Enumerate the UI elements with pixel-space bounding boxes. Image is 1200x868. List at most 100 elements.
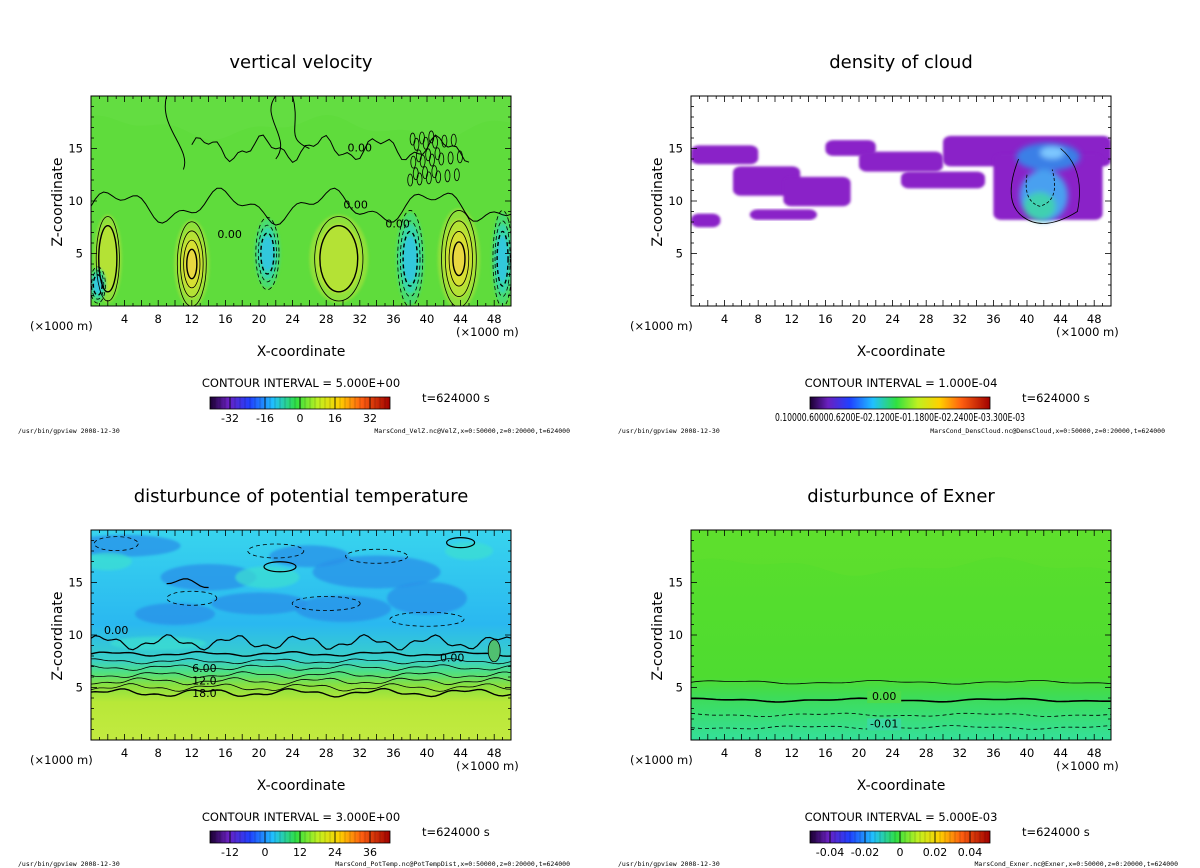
stable-layer-contour [91, 687, 511, 698]
contour-positive [314, 216, 364, 302]
colorbar-tick-label: 16 [328, 412, 342, 425]
contour-interval: CONTOUR INTERVAL = 3.000E+00 [202, 810, 400, 824]
contour-negative [494, 220, 511, 297]
small-contour-cell [431, 165, 438, 179]
cool-patch [312, 555, 441, 589]
small-contour-cell [409, 132, 416, 146]
contour-positive [98, 224, 118, 293]
x-tick-label: 36 [386, 312, 401, 326]
cool-patches [91, 534, 493, 651]
colorbar-ticks: -12 0 12 24 36 [214, 831, 386, 859]
downdraft-cell [403, 235, 418, 282]
panel-potential-temperature: disturbunce of potential temperature 0.0… [18, 486, 570, 868]
x-tick-label: 4 [121, 312, 128, 326]
contour-label-bg [867, 691, 902, 704]
contour-positive [441, 210, 477, 306]
x-unit-note-right: (×1000 m) [1056, 325, 1119, 339]
cloud-region [825, 140, 876, 156]
x-tick-label: 44 [1053, 746, 1068, 760]
colorbar-tick-labels: 0.10000.60000.6200E-02.1200E-01.1800E-02… [775, 411, 1025, 424]
stable-layer-contour [91, 683, 511, 692]
stable-layer-contour [91, 650, 511, 657]
y-tick-label: 5 [676, 247, 683, 261]
y-tick-label: 15 [668, 576, 683, 590]
panel-exner: disturbunce of Exner 0.00-0.014 8 12 16 20 24… [618, 486, 1178, 868]
cloud-core [1016, 142, 1080, 222]
x-unit-note-right: (×1000 m) [456, 325, 519, 339]
footer-left: /usr/bin/gpview 2008-12-30 [618, 860, 720, 868]
contour-positive [444, 220, 473, 297]
downdraft-cell [497, 235, 509, 282]
x-tick-label: 48 [1087, 312, 1102, 326]
downdraft-cell [260, 236, 274, 271]
plume-cell [487, 639, 501, 663]
contour-label: 12.0 [192, 674, 217, 687]
y-tick-label: 15 [68, 142, 83, 156]
x-tick-label: 44 [453, 312, 468, 326]
small-contour-cell [419, 131, 425, 145]
contour-positive [183, 239, 201, 289]
chart-title: disturbunce of potential temperature [134, 486, 469, 507]
x-tick-label: 32 [352, 746, 367, 760]
x-axis-label: X-coordinate [857, 778, 946, 794]
x-tick-label: 20 [852, 746, 867, 760]
colorbar-tick-label: -32 [221, 412, 239, 425]
contour-negative [260, 232, 275, 275]
x-tick-label: 28 [319, 312, 334, 326]
stable-layer-contour [91, 677, 511, 686]
cool-patch [91, 534, 181, 557]
x-tick-label: 48 [1087, 746, 1102, 760]
small-contour-cell [457, 150, 463, 164]
footer-right: MarsCond_Exner.nc@Exner,x=0:50000,z=0:20… [975, 860, 1179, 868]
y-axis-label: Z-coordinate [50, 157, 66, 246]
negative-contour [291, 596, 361, 611]
time-label: t=624000 s [422, 391, 490, 405]
contour-label: 0.00 [348, 142, 373, 155]
x-tick-label: 12 [184, 746, 199, 760]
contour-negative [691, 712, 1111, 718]
contour-negative [91, 270, 105, 300]
heatmap-field: 0.00 0.00 0.00 0.00 [91, 96, 511, 306]
x-tick-label: 16 [818, 312, 833, 326]
contour-interval: CONTOUR INTERVAL = 1.000E-04 [805, 376, 998, 390]
x-axis-label: X-coordinate [857, 344, 946, 360]
updraft-cell [315, 224, 362, 294]
negative-contour [166, 590, 218, 606]
x-tick-label: 24 [885, 746, 900, 760]
x-tick-label: 40 [420, 746, 435, 760]
colorbar-tick-label: 0 [262, 846, 269, 859]
y-tick-label: 5 [76, 681, 83, 695]
x-tick-label: 32 [952, 746, 967, 760]
zero-contour [270, 96, 282, 160]
zero-contour [292, 96, 310, 149]
y-axis-label: Z-coordinate [50, 591, 66, 680]
time-label: t=624000 s [1022, 825, 1090, 839]
x-tick-label: 36 [986, 312, 1001, 326]
y-axis-label: Z-coordinate [650, 157, 666, 246]
x-tick-label: 28 [919, 746, 934, 760]
negative-contour [345, 548, 409, 564]
zero-contour [446, 536, 476, 549]
stable-layer-contour [91, 664, 511, 671]
colorbar-tick-label: 0.04 [958, 846, 983, 859]
cloud-core-peak [1040, 146, 1065, 159]
contour-negative [402, 230, 418, 287]
footer-right: MarsCond_PotTemp.nc@PotTempDist,x=0:5000… [335, 860, 570, 868]
zero-contour [263, 561, 297, 573]
x-tick-label: 16 [818, 746, 833, 760]
x-unit-note-left: (×1000 m) [630, 319, 693, 333]
x-axis-label: X-coordinate [257, 344, 346, 360]
y-tick-label: 15 [68, 576, 83, 590]
x-tick-label: 28 [319, 746, 334, 760]
x-unit-note-left: (×1000 m) [30, 319, 93, 333]
x-tick-label: 28 [919, 312, 934, 326]
x-tick-label: 40 [1020, 746, 1035, 760]
colorbar-tick-label: -16 [256, 412, 274, 425]
cool-patch [135, 603, 215, 625]
contour-label: 18.0 [192, 687, 217, 700]
small-contour-cell [425, 148, 432, 162]
